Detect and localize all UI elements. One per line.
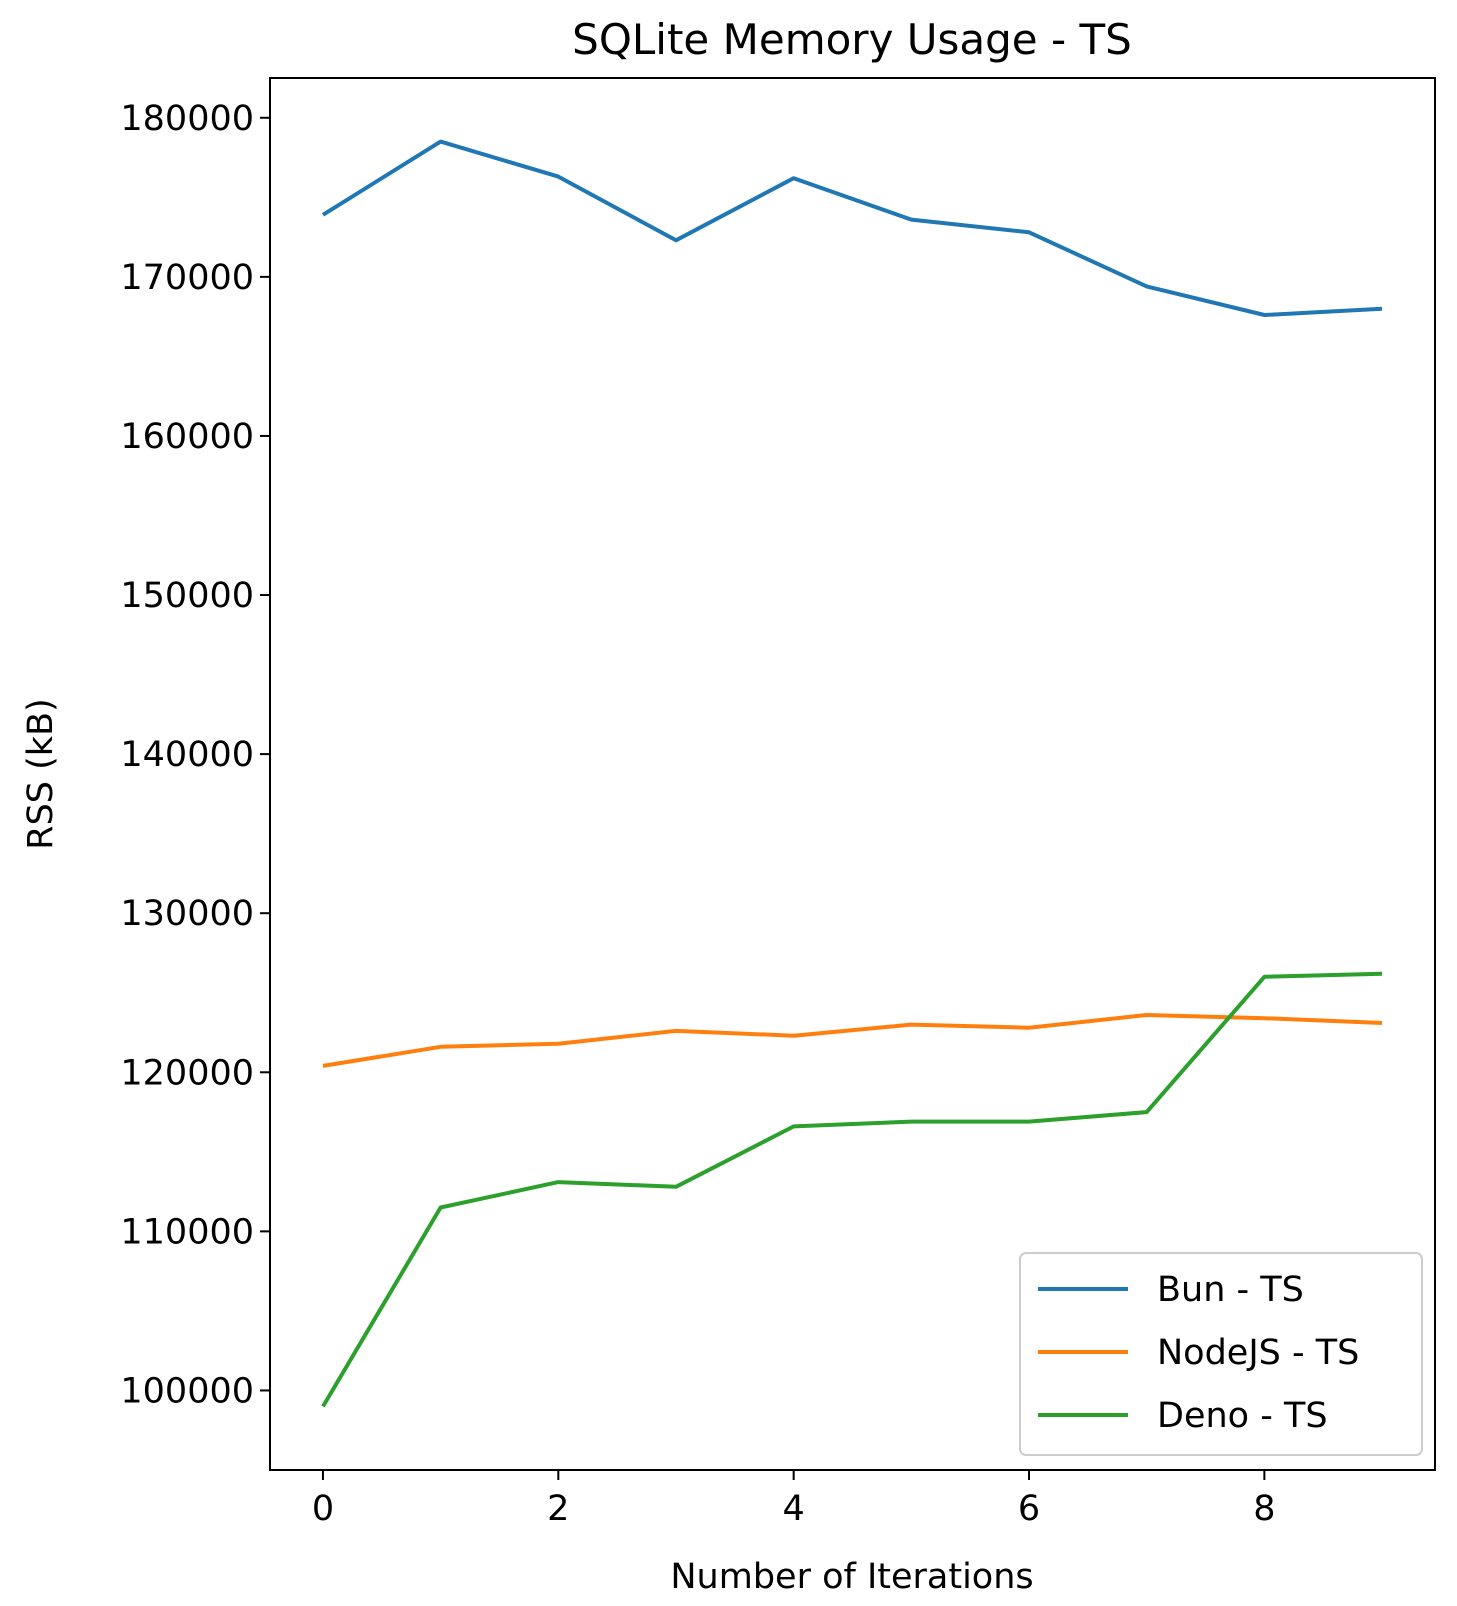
plot-frame (269, 77, 1436, 1471)
y-tick-label: 130000 (120, 894, 254, 934)
y-tick-label: 120000 (120, 1053, 254, 1093)
legend: Bun - TS NodeJS - TS Deno - TS (1019, 1252, 1423, 1456)
y-tick-label: 110000 (120, 1212, 254, 1252)
x-axis-ticks: 0 2 4 6 8 (312, 1470, 1276, 1529)
x-tick-label: 4 (783, 1489, 805, 1529)
x-tick-label: 2 (547, 1489, 569, 1529)
series-line-deno-ts (321, 971, 1383, 1408)
x-tick-label: 6 (1018, 1489, 1040, 1529)
y-tick-label: 180000 (120, 99, 254, 139)
x-tick-label: 8 (1253, 1489, 1275, 1529)
y-tick-label: 140000 (120, 735, 254, 775)
x-tick-label: 0 (312, 1489, 334, 1529)
series-line-nodejs-ts (322, 1013, 1383, 1068)
x-axis-label: Number of Iterations (670, 1557, 1033, 1597)
legend-box (1019, 1252, 1423, 1456)
y-tick-label: 170000 (120, 258, 254, 298)
legend-entry-label: Bun - TS (1157, 1270, 1304, 1310)
y-tick-label: 150000 (120, 576, 254, 616)
legend-entry-label: NodeJS - TS (1157, 1333, 1359, 1373)
y-axis-label: RSS (kB) (21, 698, 61, 849)
y-tick-label: 160000 (120, 417, 254, 457)
y-axis-ticks: 100000 110000 120000 130000 140000 150000 1600… (120, 99, 270, 1411)
legend-entry-label: Deno - TS (1157, 1396, 1328, 1436)
y-tick-label: 100000 (120, 1371, 254, 1411)
plot-area (321, 139, 1383, 1408)
chart-title: SQLite Memory Usage - TS (572, 15, 1132, 64)
series-line-bun-ts (321, 139, 1383, 317)
